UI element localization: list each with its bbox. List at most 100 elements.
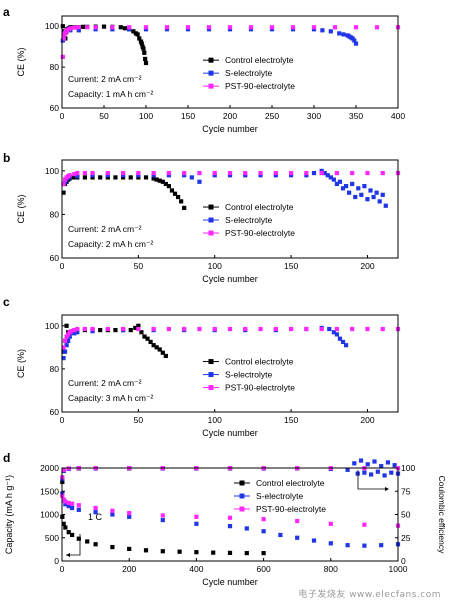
annotation: Current: 2 mA cm⁻² [68,224,142,234]
data-point [151,170,156,176]
data-point [356,186,361,191]
data-point [374,25,380,30]
y-tick-label: 1000 [40,510,59,520]
data-point [75,330,80,335]
data-point [133,325,138,331]
data-point [90,170,95,176]
data-point [93,505,98,511]
data-point [63,525,68,530]
y-right-axis-title: Coulombic efficiency [437,476,447,555]
data-point [288,173,294,178]
data-point [160,350,165,355]
y-tick-label: 60 [50,253,60,263]
data-point [304,170,309,176]
data-point [151,343,156,348]
x-tick-label: 350 [349,111,363,121]
data-point [340,186,346,191]
legend: Control electrolyte S-electrolyte PST-90-e… [203,357,295,393]
data-point [61,521,66,526]
x-tick-label: 300 [307,111,321,121]
data-point [127,511,132,516]
data-point [128,175,133,180]
x-tick-label: 50 [134,415,144,425]
panel-a: a 0 50 100 150 200 250 300 350 400 60 80 100 Cycle nu… [3,5,405,134]
y-axis-title: Capacity (mA h g⁻¹) [4,475,14,554]
series-control [61,175,187,211]
data-point [72,172,77,177]
data-point [62,179,68,184]
x-tick-label: 150 [284,261,298,271]
x-axis-title: Cycle number [202,124,258,134]
data-point [141,46,146,51]
data-point [93,510,98,515]
data-point [365,326,370,332]
series-s [60,27,359,46]
panel-d: d0 200 400 600 800 10000500100015002000025507… [3,451,447,587]
data-point [227,524,233,529]
y-right-tick-label: 50 [401,510,411,520]
data-point [98,327,103,333]
data-point [72,175,77,180]
data-point [212,326,217,332]
y-axis-title: CE (%) [16,47,26,76]
data-point [389,470,394,475]
legend-label: PST-90-electrolyte [225,81,295,91]
data-point [105,326,110,332]
data-point [343,343,349,348]
data-point [93,25,98,30]
x-tick-label: 150 [181,111,195,121]
data-point [358,458,364,463]
data-point [182,170,187,176]
data-point [76,28,81,33]
right-arrow-head [385,487,389,491]
data-point [269,25,275,30]
data-point [75,174,80,179]
annotation: Capacity: 3 mA h cm⁻² [68,393,153,403]
data-point [145,336,150,341]
data-point [197,170,202,176]
data-point [127,546,132,552]
data-point [127,25,132,30]
data-point [372,459,377,464]
y-tick-label: 0 [54,556,59,566]
data-point [61,356,66,361]
legend-marker [208,204,214,210]
data-point [194,550,199,555]
data-point [365,462,370,467]
y-tick-label: 1500 [40,486,59,496]
data-point [243,173,248,178]
data-point [332,25,338,30]
legend-marker [208,217,214,223]
data-point [227,25,233,30]
data-point [75,326,80,332]
data-point [227,326,233,332]
legend-label: Control electrolyte [225,55,294,65]
data-point [197,179,202,184]
data-point [137,36,142,41]
annotation: Current: 2 mA cm⁻² [68,74,142,84]
data-point [380,326,385,332]
data-point [90,173,95,178]
data-point [261,529,266,534]
data-point [66,530,71,535]
series-pst [61,170,401,187]
y-axis-title: CE (%) [16,349,26,378]
x-axis-title: Cycle number [202,428,258,438]
data-point [375,469,380,474]
axes-frame [61,314,399,413]
data-point [76,25,81,30]
data-point [227,173,233,178]
data-point [328,175,333,180]
x-tick-label: 600 [257,564,271,574]
data-point [69,532,75,538]
data-point [182,326,187,332]
data-point [337,31,342,36]
x-axis-title: Cycle number [202,274,258,284]
data-point [62,338,68,343]
data-point [61,36,66,41]
legend-marker [208,83,214,89]
data-point [127,514,132,519]
data-point [110,25,115,30]
data-point [72,25,77,30]
data-point [164,25,170,30]
